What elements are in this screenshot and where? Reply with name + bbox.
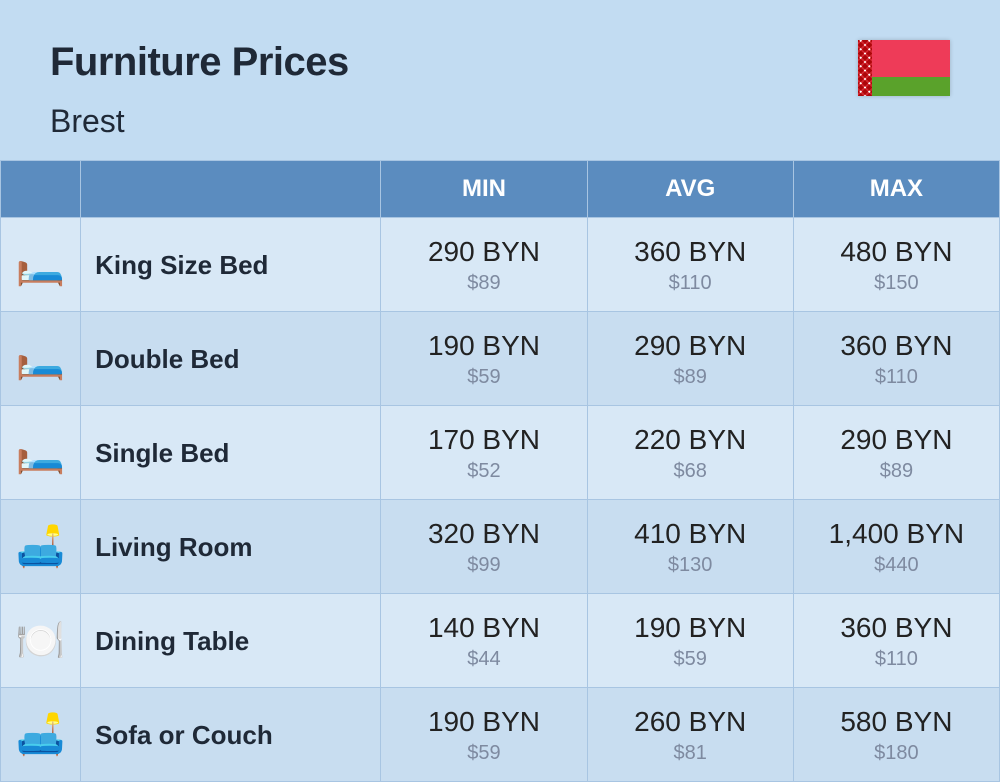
furniture-label: Living Room	[81, 500, 381, 594]
furniture-label: King Size Bed	[81, 218, 381, 312]
price-secondary: $99	[391, 554, 576, 577]
price-cell-min: 290 BYN $89	[381, 218, 587, 312]
table-row: 🛏️King Size Bed 290 BYN $89 360 BYN $110 480 …	[1, 218, 1000, 312]
table-header-row: MIN AVG MAX	[1, 161, 1000, 218]
price-secondary: $110	[804, 366, 989, 389]
price-cell-min: 140 BYN $44	[381, 594, 587, 688]
price-primary: 290 BYN	[598, 330, 783, 362]
price-cell-max: 290 BYN $89	[793, 406, 999, 500]
flag-red-stripe	[872, 40, 950, 77]
price-cell-avg: 260 BYN $81	[587, 688, 793, 782]
price-primary: 170 BYN	[391, 424, 576, 456]
price-primary: 220 BYN	[598, 424, 783, 456]
furniture-icon: 🛏️	[1, 218, 81, 312]
price-cell-max: 480 BYN $150	[793, 218, 999, 312]
table-row: 🛋️Sofa or Couch 190 BYN $59 260 BYN $81 580 B…	[1, 688, 1000, 782]
price-secondary: $150	[804, 272, 989, 295]
price-cell-avg: 410 BYN $130	[587, 500, 793, 594]
table-row: 🛋️Living Room 320 BYN $99 410 BYN $130 1,400 …	[1, 500, 1000, 594]
price-primary: 410 BYN	[598, 518, 783, 550]
belarus-flag-icon	[858, 40, 950, 96]
furniture-label: Dining Table	[81, 594, 381, 688]
price-primary: 260 BYN	[598, 706, 783, 738]
price-cell-max: 580 BYN $180	[793, 688, 999, 782]
price-cell-min: 320 BYN $99	[381, 500, 587, 594]
price-secondary: $59	[598, 648, 783, 671]
price-primary: 190 BYN	[391, 706, 576, 738]
price-cell-max: 360 BYN $110	[793, 312, 999, 406]
price-cell-max: 360 BYN $110	[793, 594, 999, 688]
price-secondary: $110	[804, 648, 989, 671]
price-secondary: $44	[391, 648, 576, 671]
price-primary: 190 BYN	[598, 612, 783, 644]
price-primary: 190 BYN	[391, 330, 576, 362]
price-primary: 360 BYN	[598, 236, 783, 268]
price-secondary: $89	[804, 460, 989, 483]
price-secondary: $440	[804, 554, 989, 577]
furniture-icon: 🛋️	[1, 688, 81, 782]
price-cell-avg: 190 BYN $59	[587, 594, 793, 688]
price-primary: 140 BYN	[391, 612, 576, 644]
flag-ornament	[858, 40, 872, 96]
price-cell-avg: 220 BYN $68	[587, 406, 793, 500]
price-primary: 480 BYN	[804, 236, 989, 268]
header-text: Furniture Prices Brest	[50, 40, 349, 140]
furniture-icon: 🛏️	[1, 406, 81, 500]
header-blank-label	[81, 161, 381, 218]
flag-stripes	[872, 40, 950, 96]
furniture-label: Double Bed	[81, 312, 381, 406]
price-secondary: $52	[391, 460, 576, 483]
price-secondary: $110	[598, 272, 783, 295]
page-title: Furniture Prices	[50, 40, 349, 85]
price-primary: 580 BYN	[804, 706, 989, 738]
furniture-icon: 🛋️	[1, 500, 81, 594]
price-cell-min: 190 BYN $59	[381, 688, 587, 782]
price-secondary: $180	[804, 742, 989, 765]
price-primary: 1,400 BYN	[804, 518, 989, 550]
price-primary: 360 BYN	[804, 330, 989, 362]
price-primary: 290 BYN	[804, 424, 989, 456]
table-row: 🛏️Double Bed 190 BYN $59 290 BYN $89 360 BYN $…	[1, 312, 1000, 406]
furniture-icon: 🛏️	[1, 312, 81, 406]
header-blank-icon	[1, 161, 81, 218]
header-avg: AVG	[587, 161, 793, 218]
price-primary: 320 BYN	[391, 518, 576, 550]
table-row: 🍽️Dining Table 140 BYN $44 190 BYN $59 360 BY…	[1, 594, 1000, 688]
price-secondary: $81	[598, 742, 783, 765]
header-min: MIN	[381, 161, 587, 218]
price-secondary: $89	[391, 272, 576, 295]
price-secondary: $130	[598, 554, 783, 577]
furniture-label: Sofa or Couch	[81, 688, 381, 782]
price-cell-min: 170 BYN $52	[381, 406, 587, 500]
furniture-label: Single Bed	[81, 406, 381, 500]
price-cell-max: 1,400 BYN $440	[793, 500, 999, 594]
location-subtitle: Brest	[50, 103, 349, 140]
price-cell-avg: 290 BYN $89	[587, 312, 793, 406]
price-primary: 290 BYN	[391, 236, 576, 268]
price-secondary: $59	[391, 366, 576, 389]
price-secondary: $68	[598, 460, 783, 483]
table-row: 🛏️Single Bed 170 BYN $52 220 BYN $68 290 BYN $…	[1, 406, 1000, 500]
price-primary: 360 BYN	[804, 612, 989, 644]
price-secondary: $89	[598, 366, 783, 389]
header-max: MAX	[793, 161, 999, 218]
price-cell-avg: 360 BYN $110	[587, 218, 793, 312]
price-cell-min: 190 BYN $59	[381, 312, 587, 406]
header: Furniture Prices Brest	[0, 0, 1000, 160]
flag-green-stripe	[872, 77, 950, 96]
furniture-icon: 🍽️	[1, 594, 81, 688]
price-table: MIN AVG MAX 🛏️King Size Bed 290 BYN $89 360…	[0, 160, 1000, 782]
price-secondary: $59	[391, 742, 576, 765]
